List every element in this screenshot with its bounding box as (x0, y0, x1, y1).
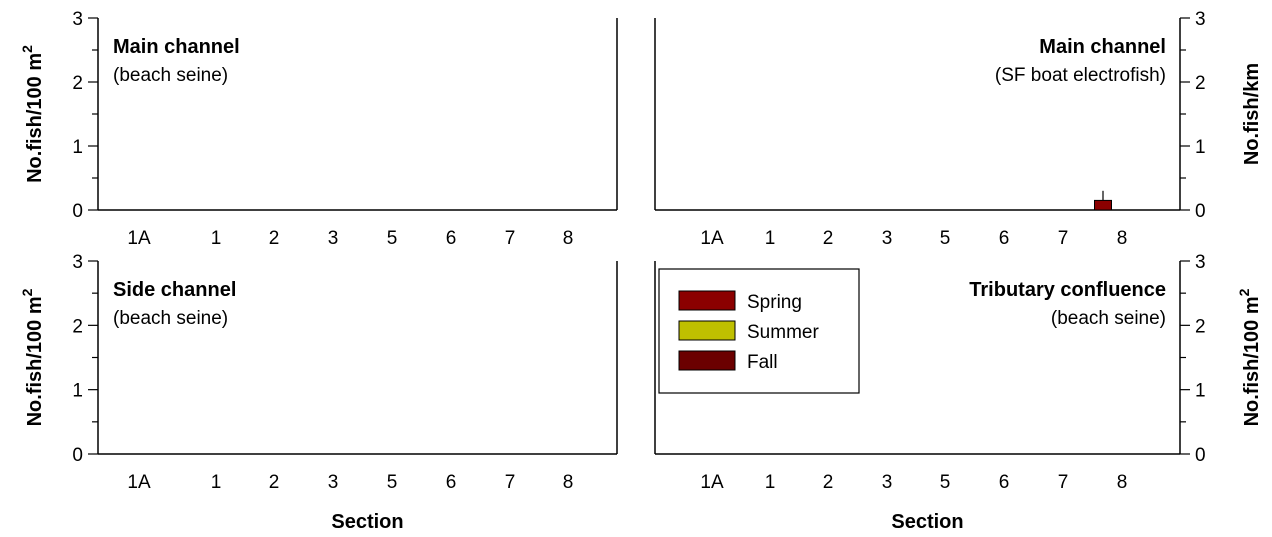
y-tick-label: 2 (72, 73, 83, 94)
x-tick-label: 2 (823, 472, 834, 493)
x-axis-label: Section (891, 511, 963, 533)
legend-label-summer: Summer (747, 322, 819, 343)
x-tick-label: 7 (1058, 472, 1069, 493)
x-tick-label: 7 (505, 472, 516, 493)
legend-label-spring: Spring (747, 292, 802, 313)
x-tick-label: 6 (999, 472, 1010, 493)
x-tick-label: 6 (446, 472, 457, 493)
x-tick-label: 7 (1058, 228, 1069, 249)
x-tick-label: 5 (387, 472, 398, 493)
y-tick-label: 3 (72, 252, 83, 273)
x-tick-label: 8 (1117, 228, 1128, 249)
x-tick-label: 3 (328, 228, 339, 249)
x-tick-label: 2 (823, 228, 834, 249)
chart-panel-2: 0 1 2 3 1A 1 2 3 5 6 7 8 No.fish/km Main channel (SF b… (654, 9, 1263, 249)
y-tick-label: 3 (1195, 9, 1206, 30)
y-tick-label: 1 (1195, 137, 1206, 158)
x-tick-label: 5 (387, 228, 398, 249)
x-tick-label: 8 (563, 228, 574, 249)
y-tick-label: 0 (1195, 445, 1206, 466)
x-tick-label: 3 (882, 472, 893, 493)
y-axis-label: No.fish/km (1241, 63, 1263, 165)
y-tick-label: 2 (72, 316, 83, 337)
legend-label-fall: Fall (747, 352, 778, 373)
legend: Spring Summer Fall (658, 268, 860, 394)
x-tick-label: 1A (127, 228, 151, 249)
y-axis-label: No.fish/100 m2 (19, 45, 46, 183)
panel-title: Main channel (113, 36, 240, 58)
y-tick-label: 3 (72, 9, 83, 30)
x-axis-label: Section (331, 511, 403, 533)
x-tick-label: 1 (211, 472, 222, 493)
y-tick-label: 2 (1195, 73, 1206, 94)
chart-panel-4: 0 1 2 3 1A 1 2 3 5 6 7 8 No.fish/100 m2 Section Tribut… (654, 252, 1263, 533)
x-tick-label: 1A (700, 228, 724, 249)
x-tick-label: 5 (940, 228, 951, 249)
x-tick-label: 6 (999, 228, 1010, 249)
y-tick-label: 0 (1195, 201, 1206, 222)
x-tick-label: 1 (765, 472, 776, 493)
x-tick-label: 3 (882, 228, 893, 249)
y-tick-label: 0 (72, 445, 83, 466)
panels: 0 1 2 3 1A 1 2 3 5 6 7 8 No.fish/100 m2 Main channel (… (19, 9, 1263, 533)
panel-subtitle: (beach seine) (1051, 308, 1166, 329)
legend-swatch-fall (678, 350, 736, 371)
legend-swatch-spring (678, 290, 736, 311)
panel-subtitle: (SF boat electrofish) (995, 65, 1166, 86)
y-tick-label: 1 (72, 137, 83, 158)
x-tick-label: 2 (269, 472, 280, 493)
panel-subtitle: (beach seine) (113, 308, 228, 329)
x-tick-label: 2 (269, 228, 280, 249)
x-tick-label: 8 (563, 472, 574, 493)
x-tick-label: 7 (505, 228, 516, 249)
x-tick-label: 1 (765, 228, 776, 249)
x-tick-label: 3 (328, 472, 339, 493)
y-tick-label: 1 (72, 381, 83, 402)
panel-title: Side channel (113, 279, 236, 301)
x-tick-label: 5 (940, 472, 951, 493)
y-tick-label: 3 (1195, 252, 1206, 273)
y-axis-label: No.fish/100 m2 (1236, 288, 1263, 426)
chart-panel-1: 0 1 2 3 1A 1 2 3 5 6 7 8 No.fish/100 m2 Main channel (… (19, 9, 618, 249)
panel-title: Tributary confluence (969, 279, 1166, 301)
x-tick-label: 8 (1117, 472, 1128, 493)
legend-swatch-summer (678, 320, 736, 341)
x-tick-label: 6 (446, 228, 457, 249)
x-tick-label: 1A (127, 472, 151, 493)
y-tick-label: 2 (1195, 316, 1206, 337)
x-tick-label: 1A (700, 472, 724, 493)
panel-subtitle: (beach seine) (113, 65, 228, 86)
panel-title: Main channel (1039, 36, 1166, 58)
y-tick-label: 0 (72, 201, 83, 222)
bar-spring-8 (1094, 199, 1112, 211)
x-tick-label: 1 (211, 228, 222, 249)
y-tick-label: 1 (1195, 381, 1206, 402)
chart-panel-3: 0 1 2 3 1A 1 2 3 5 6 7 8 No.fish/100 m2 Section Side c… (19, 252, 618, 533)
y-axis-label: No.fish/100 m2 (19, 288, 46, 426)
